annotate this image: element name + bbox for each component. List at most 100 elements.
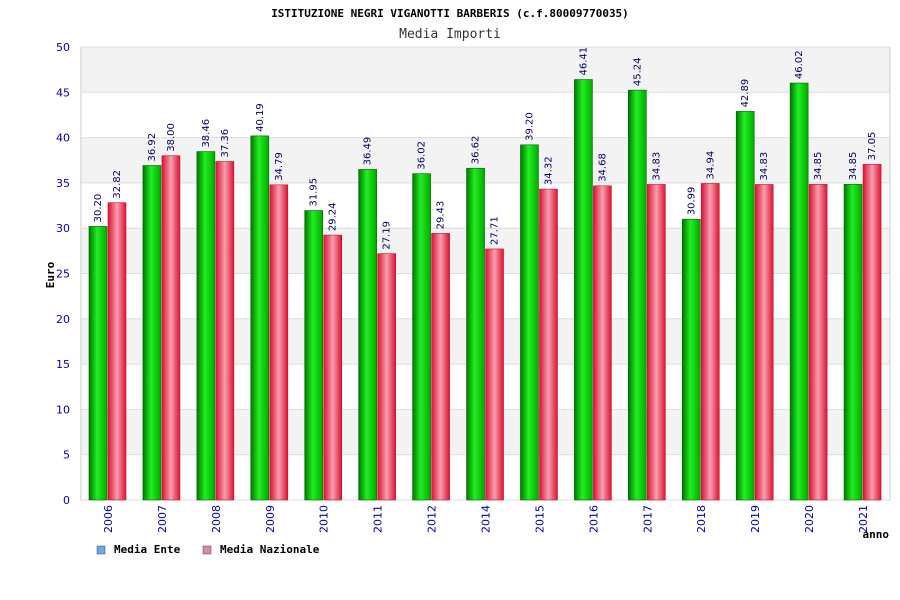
data-label-media-nazionale-2011: 27.19	[382, 221, 393, 250]
data-label-media-nazionale-2006: 32.82	[112, 170, 123, 199]
bar-media-nazionale-2008	[215, 161, 235, 501]
y-tick-label: 40	[56, 132, 70, 145]
y-tick-label: 5	[63, 449, 70, 462]
data-label-media-nazionale-2016: 34.68	[597, 153, 608, 182]
bar-media-ente-2015	[520, 144, 539, 501]
y-tick-label: 20	[56, 313, 70, 326]
y-axis-ticks: 0 5 10 15 20 25 30 35 40 45 50	[56, 41, 70, 507]
bar-media-nazionale-2009	[269, 184, 289, 501]
y-tick-label: 10	[56, 403, 70, 416]
bar-media-ente-2007	[142, 165, 162, 501]
data-label-media-nazionale-2009: 34.79	[274, 152, 285, 181]
data-label-media-ente-2017: 45.24	[632, 57, 643, 86]
bar-media-nazionale-2011	[377, 253, 396, 501]
data-label-media-nazionale-2007: 38.00	[166, 123, 177, 152]
x-tick-label-2019: 2019	[749, 505, 762, 533]
x-tick-label-2009: 2009	[264, 505, 277, 533]
data-label-media-ente-2010: 31.95	[309, 178, 320, 207]
x-tick-label-2012: 2012	[426, 505, 439, 533]
bar-media-ente-2012	[412, 173, 431, 501]
data-label-media-ente-2009: 40.19	[255, 103, 266, 132]
data-labels: 30.20 32.82 36.92 38.00 38.46 37.36 40.19 34.79…	[93, 47, 878, 250]
chart-subtitle: Media Importi	[399, 27, 501, 42]
bar-media-ente-2010	[304, 210, 324, 501]
bar-media-nazionale-2020	[808, 183, 828, 501]
bar-media-ente-2014	[466, 167, 485, 501]
legend: Media Ente Media Nazionale	[96, 543, 320, 556]
data-label-media-nazionale-2020: 34.85	[813, 152, 824, 181]
bar-media-nazionale-2021	[862, 164, 882, 501]
bar-media-ente-2009	[250, 135, 270, 501]
bar-media-nazionale-2006	[107, 202, 127, 501]
data-label-media-nazionale-2017: 34.83	[651, 152, 662, 181]
legend-label-media-nazionale: Media Nazionale	[220, 543, 320, 556]
x-tick-label-2016: 2016	[587, 505, 600, 533]
data-label-media-ente-2018: 30.99	[686, 187, 697, 216]
bar-media-ente-2017	[628, 89, 647, 501]
x-tick-label-2017: 2017	[641, 505, 654, 533]
bar-media-nazionale-2016	[593, 185, 612, 501]
bar-media-nazionale-2019	[754, 184, 774, 501]
data-label-media-ente-2020: 46.02	[794, 50, 805, 79]
x-axis-label: anno	[863, 528, 890, 541]
bar-media-ente-2016	[574, 79, 593, 501]
y-tick-label: 0	[63, 494, 70, 507]
bar-media-nazionale-2017	[647, 184, 666, 501]
y-tick-label: 25	[56, 268, 70, 281]
y-tick-label: 30	[56, 222, 70, 235]
bar-media-ente-2020	[789, 82, 809, 501]
data-label-media-ente-2008: 38.46	[201, 119, 212, 148]
bar-media-nazionale-2014	[485, 248, 504, 501]
data-label-media-nazionale-2018: 34.94	[705, 151, 716, 180]
x-tick-label-2010: 2010	[318, 505, 331, 533]
bar-media-nazionale-2010	[323, 234, 343, 501]
y-tick-label: 45	[56, 86, 70, 99]
y-tick-label: 35	[56, 177, 70, 190]
y-tick-label: 50	[56, 41, 70, 54]
data-label-media-nazionale-2010: 29.24	[328, 202, 339, 231]
plot-band	[81, 92, 890, 138]
data-label-media-ente-2014: 36.62	[471, 136, 482, 165]
x-tick-label-2014: 2014	[480, 505, 493, 533]
x-tick-label-2011: 2011	[372, 505, 385, 533]
y-tick-label: 15	[56, 358, 70, 371]
data-label-media-ente-2015: 39.20	[524, 112, 535, 141]
bar-media-ente-2019	[735, 111, 755, 501]
legend-swatch-media-ente	[96, 545, 106, 555]
x-tick-label-2018: 2018	[695, 505, 708, 533]
bar-media-nazionale-2012	[431, 233, 450, 501]
x-tick-label-2008: 2008	[210, 505, 223, 533]
bar-media-nazionale-2018	[700, 183, 720, 501]
bars	[88, 79, 882, 501]
legend-swatch-media-nazionale	[202, 545, 212, 555]
bar-media-ente-2011	[358, 169, 377, 501]
legend-label-media-ente: Media Ente	[114, 543, 181, 556]
chart-title: ISTITUZIONE NEGRI VIGANOTTI BARBERIS (c.…	[271, 7, 629, 20]
bar-media-ente-2021	[843, 183, 863, 501]
data-label-media-nazionale-2015: 34.32	[543, 156, 554, 185]
data-label-media-ente-2007: 36.92	[147, 133, 158, 162]
data-label-media-ente-2019: 42.89	[740, 79, 751, 108]
plot-band	[81, 47, 890, 93]
bar-media-nazionale-2007	[161, 155, 181, 501]
data-label-media-ente-2021: 34.85	[848, 152, 859, 181]
x-tick-label-2006: 2006	[102, 505, 115, 533]
data-label-media-nazionale-2021: 37.05	[867, 132, 878, 161]
data-label-media-nazionale-2019: 34.83	[759, 152, 770, 181]
x-tick-label-2020: 2020	[803, 505, 816, 533]
bar-media-ente-2008	[196, 151, 216, 501]
data-label-media-nazionale-2008: 37.36	[220, 129, 231, 158]
y-axis-label: Euro	[44, 261, 57, 288]
bar-media-nazionale-2015	[539, 188, 558, 501]
x-tick-label-2015: 2015	[533, 505, 546, 533]
x-axis-ticks: 2006 2007 2008 2009 2010 2011 2012 2014 2015 2016…	[102, 505, 870, 533]
data-label-media-nazionale-2014: 27.71	[490, 216, 501, 245]
data-label-media-ente-2012: 36.02	[417, 141, 428, 170]
x-tick-label-2007: 2007	[156, 505, 169, 533]
data-label-media-ente-2016: 46.41	[578, 47, 589, 76]
data-label-media-nazionale-2012: 29.43	[436, 201, 447, 230]
data-label-media-ente-2011: 36.49	[363, 137, 374, 166]
bar-media-ente-2006	[88, 226, 108, 501]
data-label-media-ente-2006: 30.20	[93, 194, 104, 223]
